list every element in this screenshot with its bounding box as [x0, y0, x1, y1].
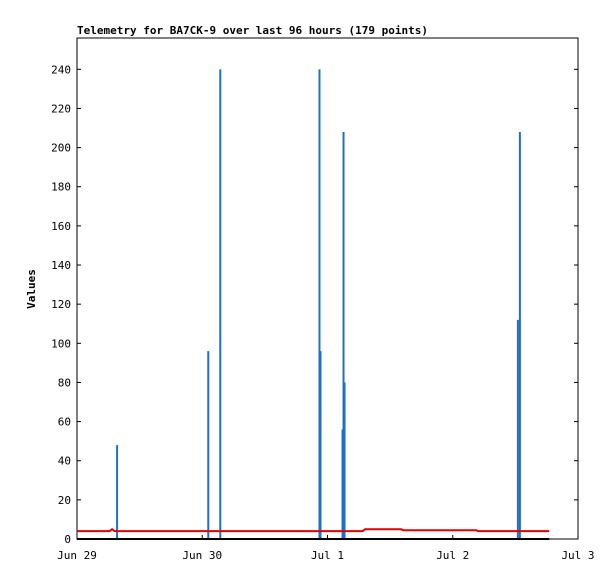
y-tick-label: 240	[51, 63, 71, 76]
y-axis-label: Values	[25, 269, 38, 309]
y-tick-label: 20	[58, 494, 71, 507]
y-tick-label: 120	[51, 298, 71, 311]
x-tick-label: Jul 3	[561, 549, 594, 562]
y-tick-label: 220	[51, 102, 71, 115]
y-tick-label: 0	[64, 533, 71, 546]
y-tick-label: 160	[51, 220, 71, 233]
y-tick-label: 200	[51, 142, 71, 155]
x-tick-label: Jun 29	[57, 549, 97, 562]
y-tick-label: 60	[58, 416, 71, 429]
x-tick-label: Jun 30	[182, 549, 222, 562]
plot-frame	[76, 37, 579, 540]
x-tick-label: Jul 2	[436, 549, 469, 562]
y-tick-label: 100	[51, 337, 71, 350]
y-tick-label: 140	[51, 259, 71, 272]
x-tick-label: Jul 1	[311, 549, 344, 562]
y-tick-label: 180	[51, 181, 71, 194]
series-line	[77, 527, 550, 533]
y-tick-label: 80	[58, 376, 71, 389]
y-tick-label: 40	[58, 455, 71, 468]
chart-title: Telemetry for BA7CK-9 over last 96 hours…	[77, 24, 428, 37]
